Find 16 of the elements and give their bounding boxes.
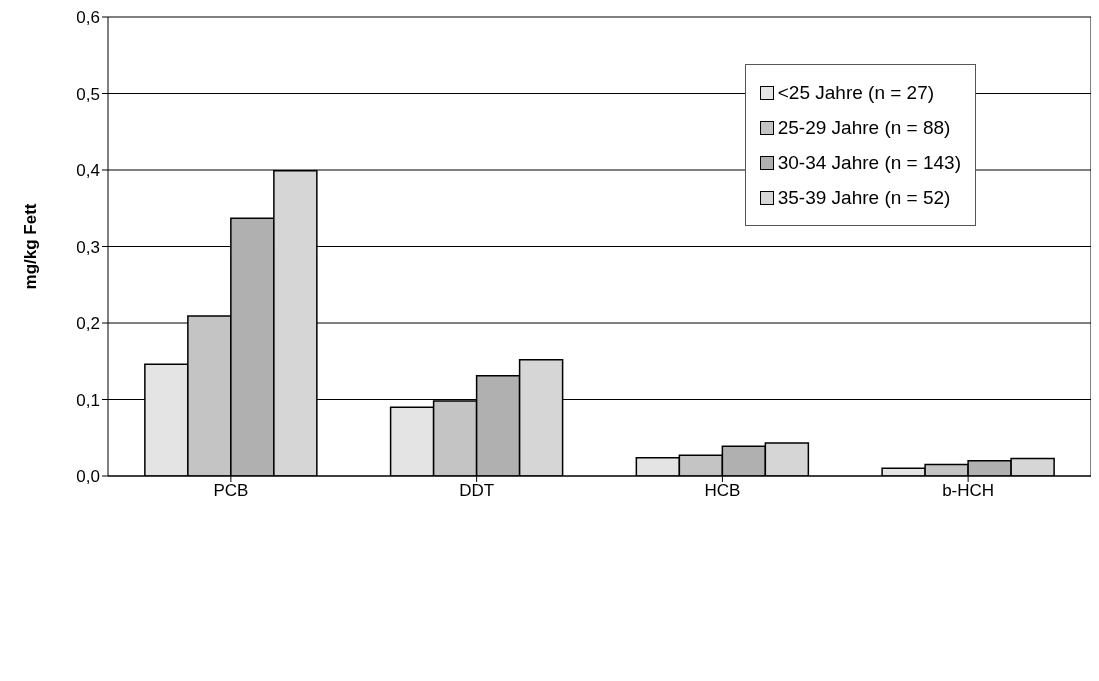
y-tick-label: 0,1 xyxy=(76,390,100,410)
y-tick-label: 0,4 xyxy=(76,161,100,181)
x-tick-label: DDT xyxy=(459,481,495,501)
legend-label: 35-39 Jahre (n = 52) xyxy=(777,186,951,209)
x-tick-label: PCB xyxy=(213,481,249,501)
x-tick-label: HCB xyxy=(704,481,741,501)
y-axis-title: mg/kg Fett xyxy=(21,203,41,290)
y-tick-label: 0,3 xyxy=(76,237,100,257)
legend-label: <25 Jahre (n = 27) xyxy=(777,81,935,104)
y-tick-label: 0,5 xyxy=(76,84,100,104)
x-tick-label: b-HCH xyxy=(942,481,995,501)
y-tick-label: 0,6 xyxy=(76,8,100,28)
legend-label: 25-29 Jahre (n = 88) xyxy=(777,116,951,139)
y-tick-label: 0,0 xyxy=(76,467,100,487)
legend-label: 30-34 Jahre (n = 143) xyxy=(777,151,961,174)
y-tick-label: 0,2 xyxy=(76,314,100,334)
